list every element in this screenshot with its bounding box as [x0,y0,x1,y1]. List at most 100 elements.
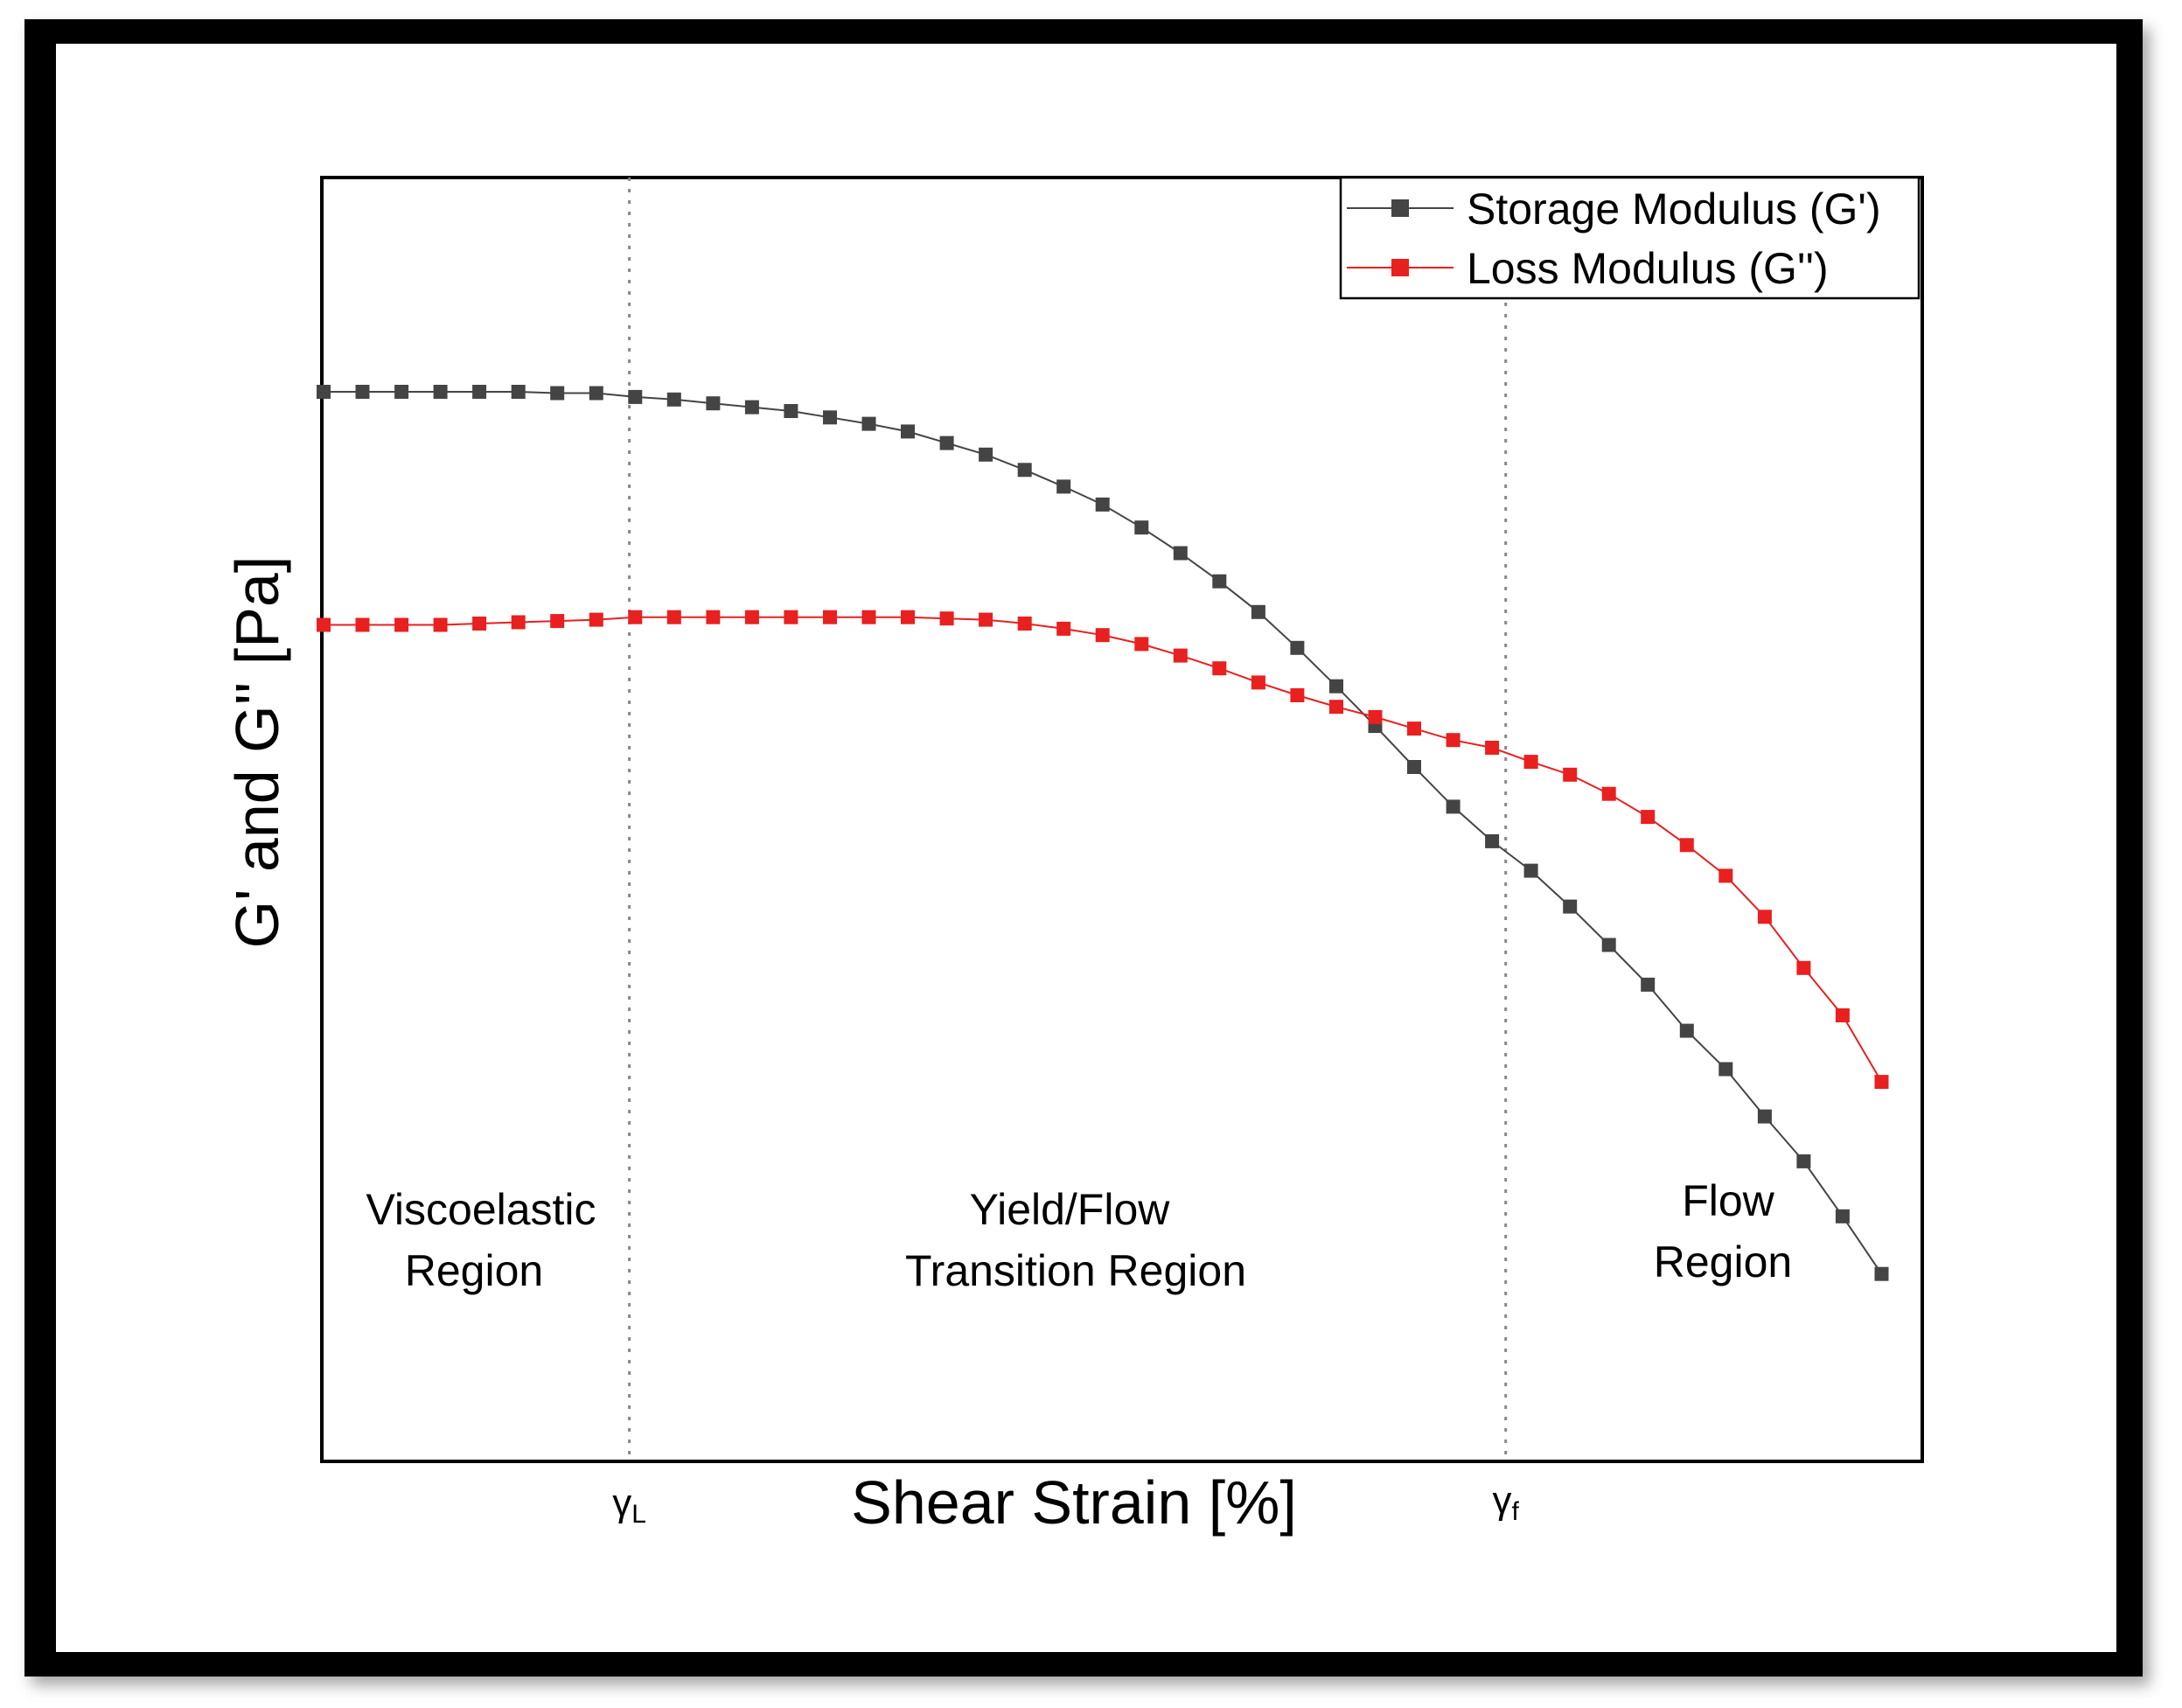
loss-point-0 [317,617,331,632]
storage-point-21 [1134,520,1149,535]
loss-point-29 [1446,733,1460,748]
loss-point-7 [589,612,603,627]
legend-label-storage: Storage Modulus (G') [1467,185,1881,234]
storage-point-23 [1212,574,1227,589]
loss-point-36 [1718,868,1733,883]
loss-point-21 [1134,637,1149,652]
storage-point-3 [433,385,448,399]
loss-point-40 [1874,1075,1889,1090]
storage-point-1 [355,385,370,399]
loss-point-4 [472,617,487,631]
storage-point-2 [394,385,409,399]
plot-area [320,176,1924,1463]
loss-point-10 [706,610,721,624]
loss-point-22 [1173,648,1188,663]
gamma-l-symbol: γ [612,1481,631,1524]
storage-point-14 [861,416,876,431]
gamma-f-subscript: f [1512,1497,1520,1526]
loss-point-2 [394,617,409,632]
storage-point-28 [1407,760,1421,774]
viscoelastic-region-label-line2: Region [405,1246,543,1295]
transition-region-label-line2: Transition Region [905,1246,1246,1295]
loss-point-37 [1757,910,1772,924]
loss-point-15 [901,610,915,624]
legend-label-loss: Loss Modulus (G'') [1467,244,1829,293]
loss-point-38 [1796,960,1811,975]
loss-point-26 [1329,700,1343,715]
storage-point-0 [317,385,331,399]
viscoelastic-region-label: Viscoelastic [366,1185,596,1234]
loss-point-6 [550,614,565,629]
storage-point-16 [939,436,954,450]
loss-point-18 [1017,617,1032,631]
loss-point-8 [628,610,643,624]
flow-region-label: Flow [1682,1176,1774,1225]
loss-point-20 [1095,628,1110,643]
storage-point-9 [666,392,681,407]
loss-point-25 [1290,688,1305,702]
storage-point-19 [1056,479,1071,494]
gamma-l-tick-label: γL [612,1481,646,1529]
storage-point-24 [1251,604,1265,619]
loss-point-31 [1523,755,1538,770]
loss-point-28 [1407,722,1421,736]
y-axis-title: G' and G'' [Pa] [223,556,291,949]
loss-point-12 [784,610,798,624]
storage-point-18 [1017,463,1032,478]
storage-point-39 [1835,1209,1850,1223]
loss-point-30 [1485,741,1500,755]
loss-point-33 [1601,786,1616,801]
legend-box [1339,176,1921,300]
loss-point-13 [823,610,837,624]
legend: Storage Modulus (G') Loss Modulus (G'') [1339,176,1921,300]
storage-point-11 [744,400,759,415]
storage-point-34 [1641,977,1656,992]
loss-point-35 [1679,838,1694,853]
legend-marker-storage [1391,199,1409,217]
loss-point-17 [979,612,993,627]
storage-point-35 [1679,1023,1694,1038]
storage-point-33 [1601,938,1616,952]
loss-point-19 [1056,621,1071,636]
storage-point-38 [1796,1154,1811,1168]
storage-point-20 [1095,497,1110,512]
storage-point-8 [628,389,643,404]
storage-point-30 [1485,833,1500,848]
loss-point-5 [511,615,526,630]
storage-point-40 [1874,1266,1889,1281]
gamma-f-symbol: γ [1493,1479,1512,1522]
storage-point-5 [511,385,526,399]
storage-point-36 [1718,1062,1733,1077]
x-axis-title: Shear Strain [%] [851,1468,1297,1537]
loss-point-16 [939,611,954,626]
storage-point-25 [1290,640,1305,655]
storage-point-12 [784,404,798,418]
storage-point-17 [979,447,993,462]
loss-point-9 [666,610,681,624]
gamma-l-subscript: L [631,1500,646,1529]
storage-point-22 [1173,546,1188,561]
storage-point-10 [706,396,721,411]
storage-point-29 [1446,799,1460,814]
series-layer [317,385,1889,1281]
loss-point-39 [1835,1008,1850,1022]
loss-point-24 [1251,675,1265,690]
gamma-f-tick-label: γf [1493,1479,1520,1526]
loss-point-23 [1212,661,1227,676]
loss-point-34 [1641,810,1656,825]
storage-point-13 [823,410,837,425]
loss-point-1 [355,617,370,632]
legend-marker-loss [1391,259,1409,276]
storage-point-31 [1523,863,1538,878]
storage-point-37 [1757,1109,1772,1124]
storage-point-26 [1329,679,1343,694]
loss-point-27 [1368,709,1383,724]
storage-point-4 [472,385,487,399]
storage-point-32 [1563,899,1578,914]
transition-region-label: Yield/Flow [970,1185,1171,1234]
storage-point-7 [589,386,603,401]
flow-region-label-line2: Region [1654,1237,1792,1286]
loss-point-3 [433,617,448,632]
storage-point-15 [901,424,915,439]
